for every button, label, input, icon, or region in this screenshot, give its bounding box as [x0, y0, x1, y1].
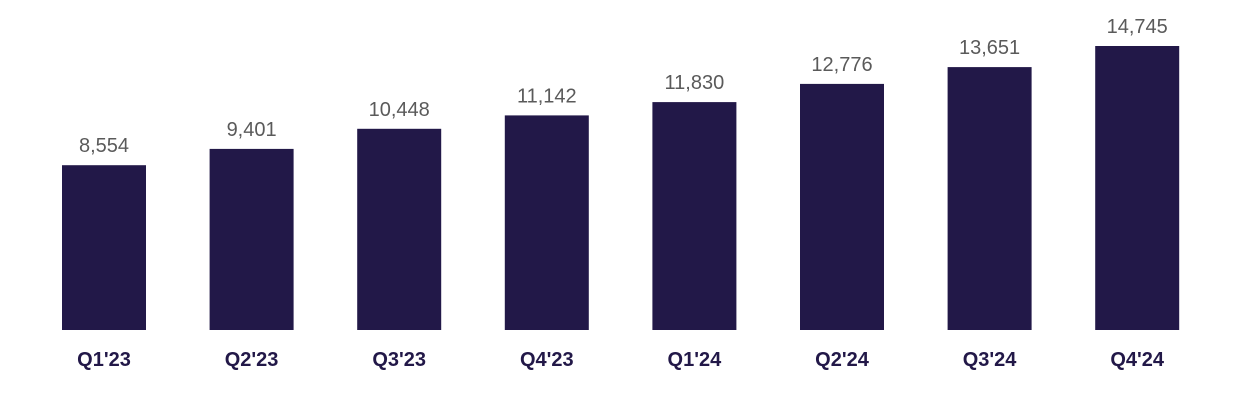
bar-7 [947, 67, 1032, 330]
bar-5 [652, 102, 737, 330]
category-label: Q2'24 [815, 349, 870, 371]
bar-value-label: 12,776 [811, 54, 872, 76]
bar-value-label: 11,142 [517, 85, 577, 107]
bar-8 [1095, 46, 1180, 330]
bar-value-label: 14,745 [1107, 16, 1168, 38]
bar-value-label: 11,830 [665, 72, 725, 94]
category-label: Q1'23 [77, 349, 131, 371]
bars-group [62, 46, 1180, 331]
category-label: Q3'24 [963, 349, 1018, 371]
bar-3 [357, 128, 442, 330]
bar-4 [504, 115, 589, 331]
category-label: Q4'23 [520, 349, 574, 371]
category-label: Q1'24 [668, 349, 723, 371]
bar-value-label: 13,651 [959, 37, 1020, 59]
category-label: Q3'23 [372, 349, 426, 371]
bar-value-label: 9,401 [227, 119, 277, 141]
bar-2 [209, 148, 294, 330]
value-labels-group: 8,554 9,401 10,448 11,142 11,830 12,776 13,651… [79, 16, 1168, 157]
bar-value-label: 8,554 [79, 135, 129, 157]
category-label: Q2'23 [225, 349, 279, 371]
bar-1 [62, 165, 146, 330]
category-label: Q4'24 [1110, 349, 1165, 371]
category-labels-group: Q1'23 Q2'23 Q3'23 Q4'23 Q1'24 Q2'24 Q3'24 Q4'24 [77, 349, 1165, 371]
bar-value-label: 10,448 [369, 99, 430, 121]
bar-6 [800, 83, 884, 331]
